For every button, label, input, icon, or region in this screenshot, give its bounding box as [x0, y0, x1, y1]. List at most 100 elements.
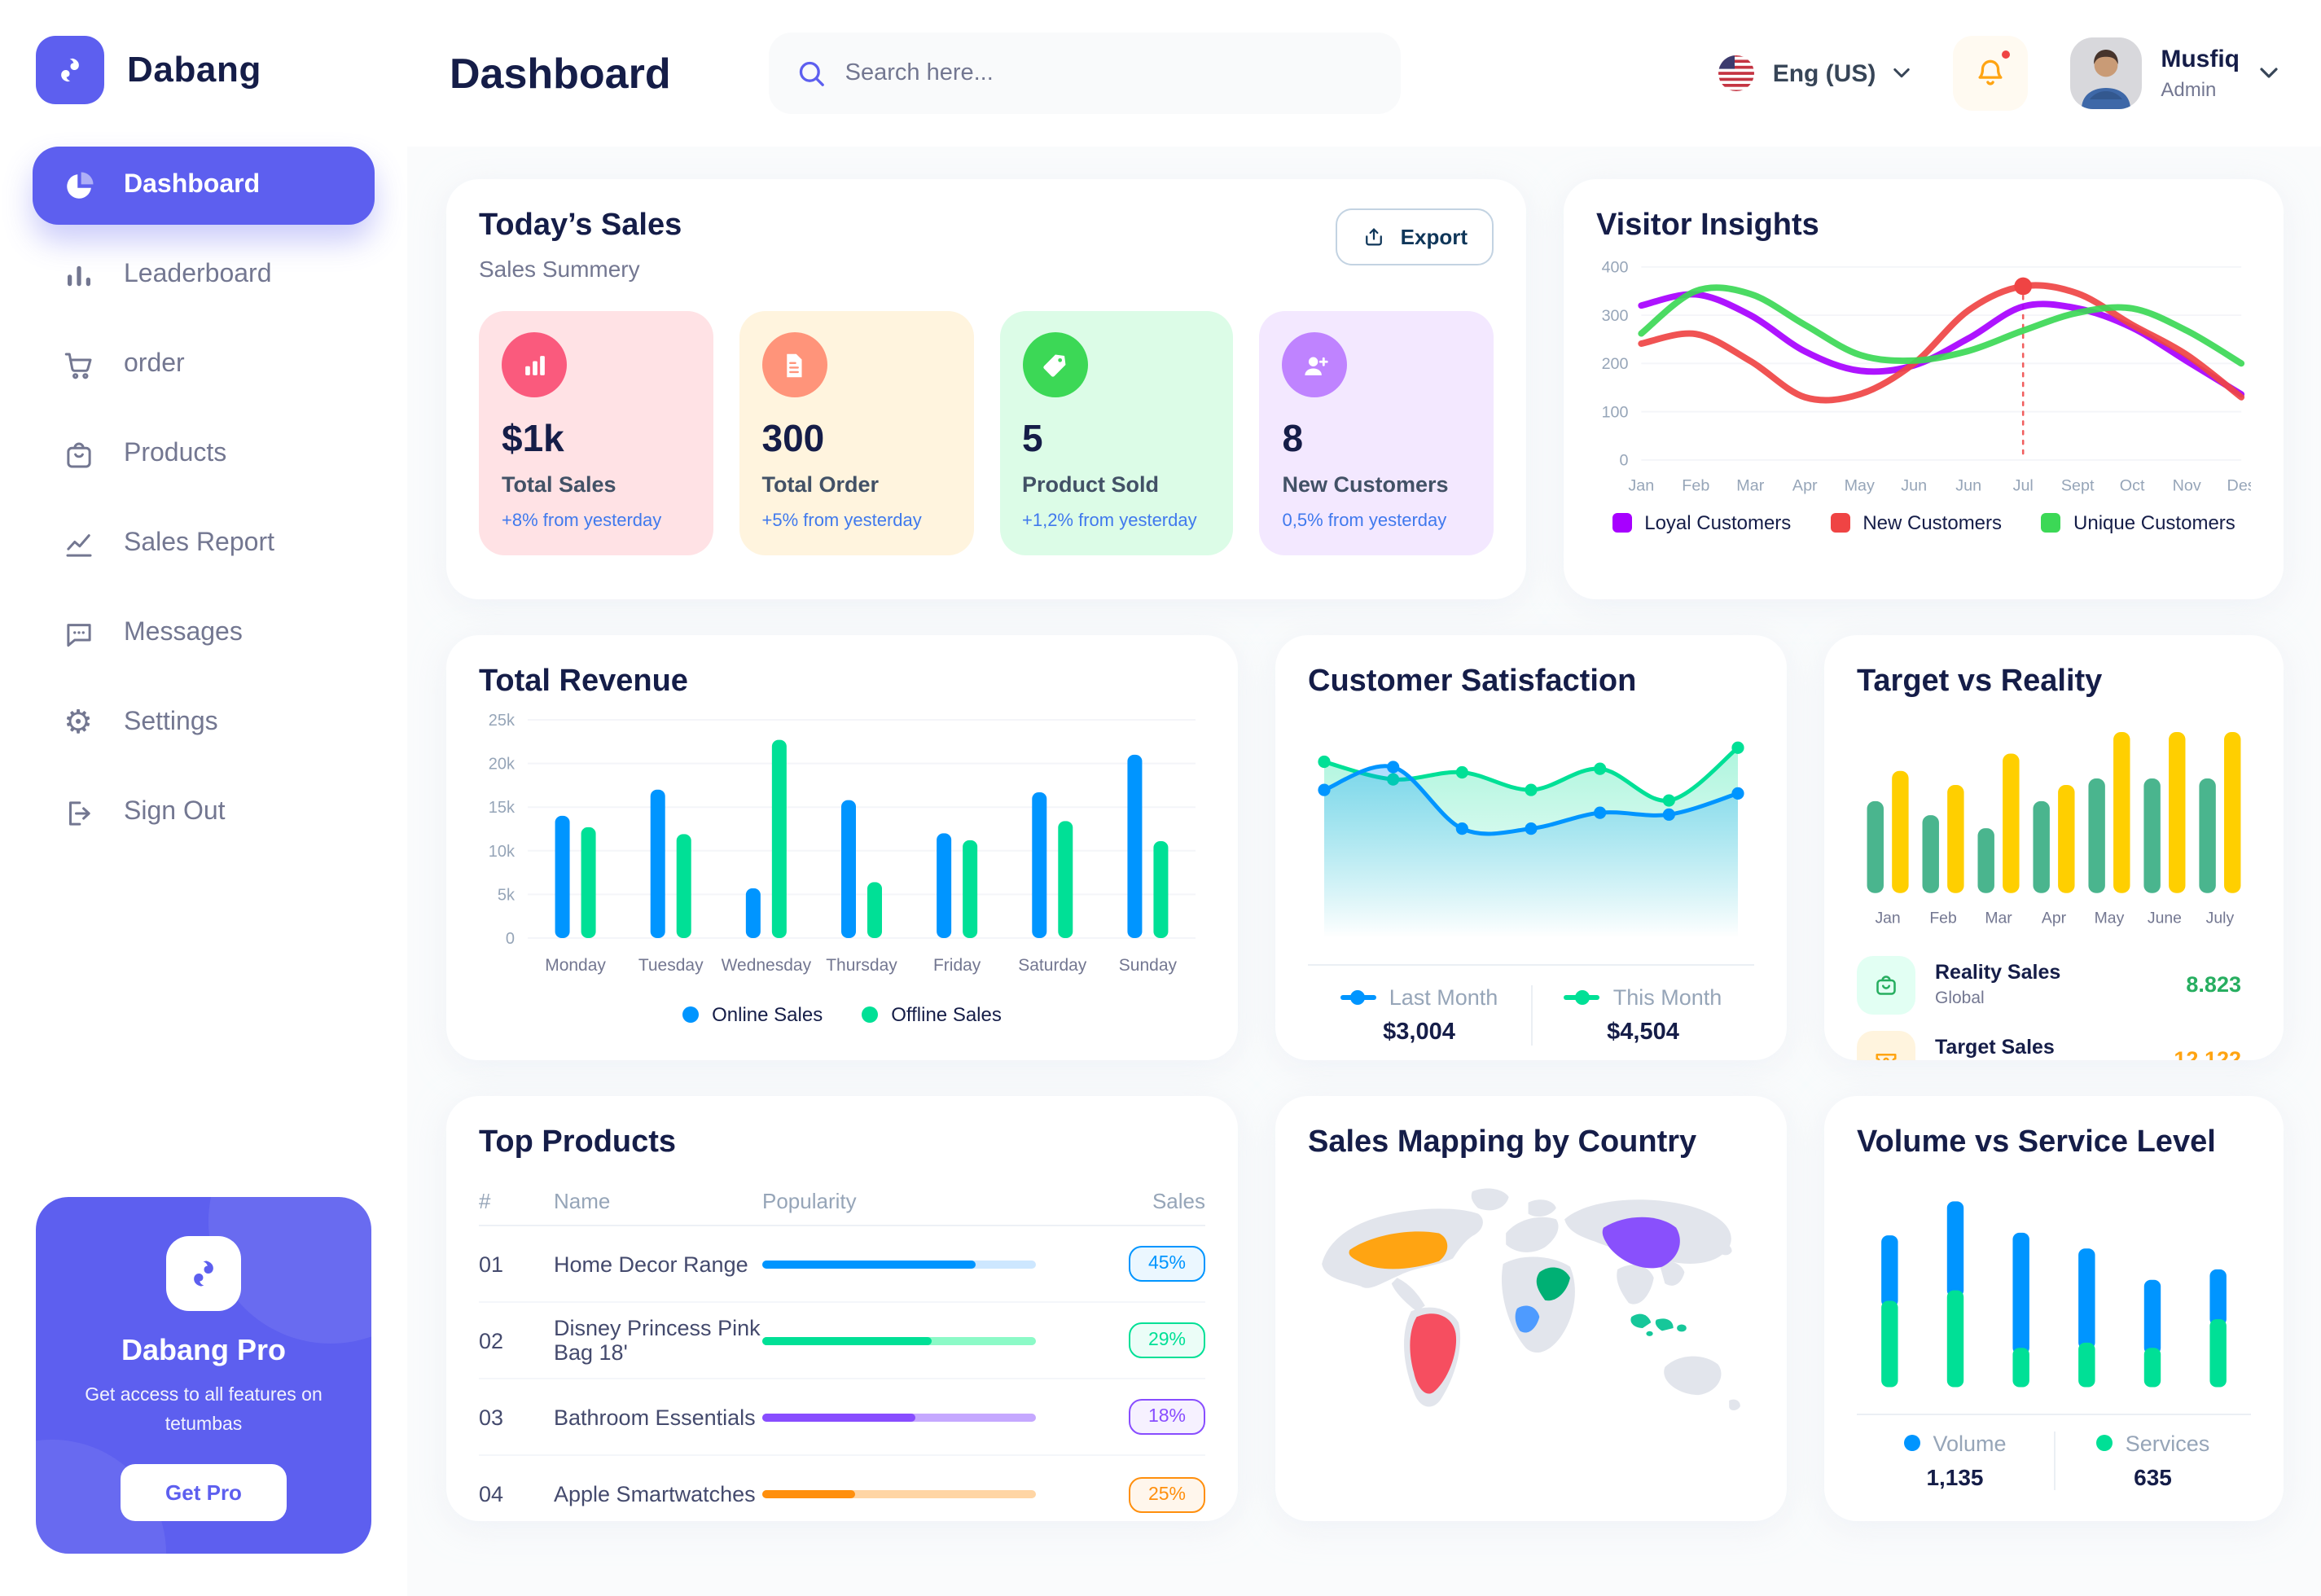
bell-icon: [1977, 59, 2002, 86]
svg-text:Feb: Feb: [1929, 909, 1956, 927]
svg-text:Oct: Oct: [2120, 476, 2145, 494]
japan: [1718, 1243, 1732, 1256]
svg-text:Jun: Jun: [1955, 476, 1981, 494]
svg-text:Feb: Feb: [1682, 476, 1709, 494]
table-row: 03 Bathroom Essentials 18%: [479, 1379, 1205, 1456]
pro-promo-card: Dabang Pro Get access to all features on…: [36, 1197, 371, 1554]
sidebar-item-order[interactable]: order: [33, 326, 375, 404]
svg-text:Friday: Friday: [933, 956, 981, 975]
country-brazil: [1410, 1313, 1457, 1394]
svg-text:July: July: [2206, 909, 2235, 927]
sidebar-item-leaderboard[interactable]: Leaderboard: [33, 236, 375, 314]
svg-text:Jan: Jan: [1628, 476, 1654, 494]
sales-badge: 18%: [1128, 1399, 1205, 1435]
svg-text:Mar: Mar: [1985, 909, 2012, 927]
search-input[interactable]: [845, 60, 1375, 86]
search-icon: [795, 57, 827, 90]
svg-text:June: June: [2148, 909, 2182, 927]
svg-text:Jun: Jun: [1901, 476, 1927, 494]
volume-service-chart: [1881, 1201, 2227, 1388]
svg-text:200: 200: [1602, 355, 1629, 373]
svg-text:Monday: Monday: [545, 956, 606, 975]
volume-service-card: Volume vs Service Level Volume 1,135 Ser…: [1824, 1096, 2284, 1521]
country-indonesia: [1630, 1313, 1687, 1336]
sidebar-item-dashboard[interactable]: Dashboard: [33, 147, 375, 225]
pro-subtitle: Get access to all features on tetumbas: [85, 1386, 322, 1436]
brand-name: Dabang: [127, 49, 261, 90]
total-revenue-legend: Online Sales Offline Sales: [479, 1003, 1205, 1026]
top-products-card: Top Products # Name Popularity Sales 01 …: [446, 1096, 1238, 1521]
notification-dot: [1999, 49, 2012, 60]
message-icon: [60, 616, 96, 651]
todays-sales-card: Today’s Sales Sales Summery Export $1k T…: [446, 179, 1526, 599]
notification-bell[interactable]: [1952, 36, 2028, 111]
visitor-insights-card: Visitor Insights 0 100 200 300 400 Jan Feb Mar A…: [1564, 179, 2284, 599]
legend-swatch: [2041, 513, 2061, 533]
volume-value: 1,135: [1926, 1463, 1984, 1490]
chevron-down-icon: [1893, 68, 1910, 78]
table-row: 04 Apple Smartwatches 25%: [479, 1456, 1205, 1521]
export-button[interactable]: Export: [1335, 208, 1494, 265]
user-plus-icon: [1282, 332, 1348, 397]
country-saudi-arabia: [1536, 1267, 1570, 1301]
svg-text:5k: 5k: [498, 886, 516, 904]
legend-dot: [682, 1006, 700, 1023]
pro-logo-icon: [166, 1236, 241, 1312]
sidebar-item-products[interactable]: Products: [33, 415, 375, 493]
services-value: 635: [2134, 1463, 2172, 1490]
bar-stats-icon: [502, 332, 567, 397]
cart-icon: [60, 347, 96, 383]
svg-text:10k: 10k: [489, 843, 516, 861]
target-vs-reality-title: Target vs Reality: [1857, 664, 2103, 699]
legend-swatch: [1612, 513, 1632, 533]
user-role: Admin: [2161, 78, 2217, 101]
svg-text:Sunday: Sunday: [1119, 956, 1178, 975]
stat-card-total-order: 300 Total Order +5% from yesterday: [739, 311, 973, 555]
world-map: [1322, 1188, 1740, 1410]
volume-service-title: Volume vs Service Level: [1857, 1125, 2216, 1160]
sidebar-item-settings[interactable]: ⚙ Settings: [33, 684, 375, 762]
sidebar-item-sales-report[interactable]: Sales Report: [33, 505, 375, 583]
pro-title: Dabang Pro: [121, 1334, 286, 1367]
sales-badge: 29%: [1128, 1322, 1205, 1358]
target-vs-reality-chart: Jan Feb Mar Apr May June July: [1867, 731, 2241, 927]
legend-line-dot: [1564, 990, 1600, 1006]
svg-text:Des: Des: [2227, 476, 2251, 494]
sidebar-item-label: Products: [124, 440, 227, 467]
svg-text:100: 100: [1602, 403, 1629, 421]
sidebar-item-label: order: [124, 350, 185, 378]
svg-text:Saturday: Saturday: [1018, 956, 1087, 975]
visitor-insights-chart: 0 100 200 300 400 Jan Feb Mar Apr May Jun Jun Jul Sep…: [1602, 259, 2251, 495]
table-row: 01 Home Decor Range 45%: [479, 1226, 1205, 1303]
user-name: Musfiq: [2161, 46, 2240, 73]
this-month-value: $4,504: [1607, 1019, 1679, 1046]
stat-card-new-customers: 8 New Customers 0,5% from yesterday: [1259, 311, 1494, 555]
sidebar-item-label: Settings: [124, 708, 218, 736]
svg-text:Apr: Apr: [2042, 909, 2067, 927]
user-menu[interactable]: Musfiq Admin: [2069, 37, 2279, 109]
legend-line-dot: [1340, 990, 1376, 1006]
sidebar-item-sign-out[interactable]: Sign Out: [33, 774, 375, 852]
sales-badge: 25%: [1128, 1476, 1205, 1512]
popularity-bar: [762, 1413, 1036, 1421]
language-selector[interactable]: Eng (US): [1718, 54, 1911, 93]
sidebar-item-messages[interactable]: Messages: [33, 594, 375, 673]
country-china: [1602, 1217, 1680, 1269]
brand: Dabang: [0, 0, 407, 130]
gear-icon: ⚙: [64, 705, 93, 741]
stat-card-total-sales: $1k Total Sales +8% from yesterday: [479, 311, 713, 555]
svg-text:Jul: Jul: [2013, 476, 2034, 494]
legend-swatch: [1830, 513, 1850, 533]
top-products-table: # Name Popularity Sales 01 Home Decor Ra…: [479, 1177, 1205, 1521]
target-vs-reality-card: Target vs Reality Jan Feb Mar Apr May June Jul…: [1824, 635, 2284, 1060]
get-pro-button[interactable]: Get Pro: [120, 1464, 287, 1521]
customer-satisfaction-chart: [1318, 741, 1744, 938]
customer-satisfaction-legend: Last Month $3,004 This Month $4,504: [1308, 964, 1754, 1046]
legend-dot: [862, 1006, 879, 1023]
svg-text:Mar: Mar: [1736, 476, 1764, 494]
ticket-icon: [1857, 1030, 1915, 1060]
svg-text:Apr: Apr: [1792, 476, 1818, 494]
sales-mapping-title: Sales Mapping by Country: [1308, 1125, 1697, 1160]
todays-sales-title: Today’s Sales: [479, 208, 682, 243]
